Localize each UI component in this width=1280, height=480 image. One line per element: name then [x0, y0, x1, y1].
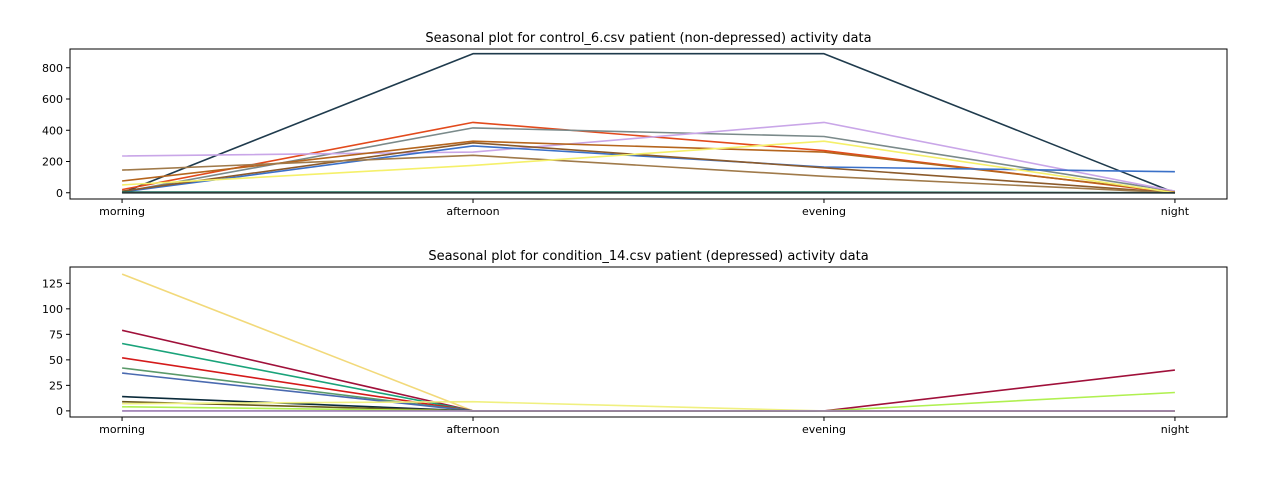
series-line-3: [122, 121, 1176, 192]
series-line-2: [121, 127, 1176, 193]
plot-frame: [69, 266, 1228, 418]
chart-panel-1: Seasonal plot for condition_14.csv patie…: [42, 249, 1228, 436]
x-tick-label: morning: [99, 205, 145, 218]
y-tick-label: 400: [42, 124, 63, 137]
x-tick-label: afternoon: [446, 205, 499, 218]
y-tick-label: 75: [49, 328, 63, 341]
plot-frame: [69, 48, 1228, 200]
series-line-8: [122, 140, 1176, 194]
y-tick-label: 100: [42, 303, 63, 316]
y-tick-label: 0: [56, 187, 63, 200]
chart-panel-0: Seasonal plot for control_6.csv patient …: [42, 31, 1228, 218]
y-tick-label: 125: [42, 277, 63, 290]
x-tick-label: evening: [802, 423, 846, 436]
series-line-4: [122, 140, 1175, 193]
series-line-6: [121, 142, 1175, 194]
y-tick-label: 50: [49, 354, 63, 367]
x-tick-label: evening: [802, 205, 846, 218]
series-line-0: [121, 52, 1176, 194]
chart-title: Seasonal plot for condition_14.csv patie…: [428, 249, 868, 264]
x-tick-label: afternoon: [446, 423, 499, 436]
x-tick-label: morning: [99, 423, 145, 436]
y-tick-label: 0: [56, 405, 63, 418]
x-tick-label: night: [1161, 423, 1190, 436]
series-line-9: [122, 391, 1175, 412]
series-line-5: [121, 145, 1175, 193]
y-tick-label: 600: [42, 93, 63, 106]
chart-title: Seasonal plot for control_6.csv patient …: [425, 31, 871, 46]
y-tick-label: 25: [49, 379, 63, 392]
series-line-7: [122, 154, 1175, 194]
y-tick-label: 200: [42, 156, 63, 169]
y-tick-label: 800: [42, 62, 63, 75]
x-tick-label: night: [1161, 205, 1190, 218]
series-line-1: [121, 329, 1175, 412]
